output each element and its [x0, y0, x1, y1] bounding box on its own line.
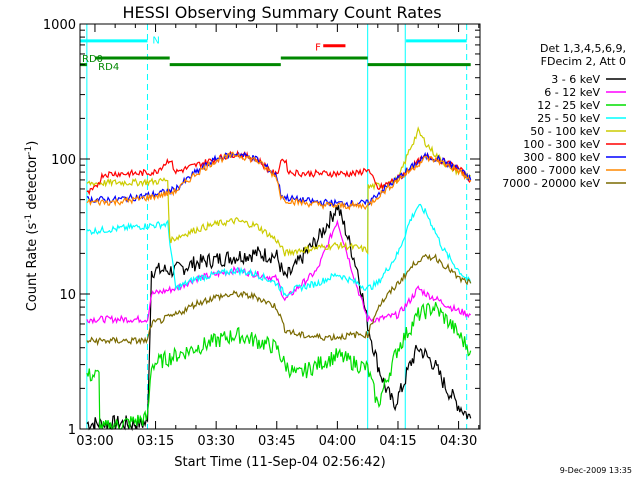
legend-label: 100 - 300 keV — [523, 138, 600, 151]
status-annotation: RD0 — [82, 54, 103, 65]
x-tick-label: 03:15 — [137, 434, 174, 449]
status-annotation: RD4 — [98, 62, 119, 73]
x-axis-label: Start Time (11-Sep-04 02:56:42) — [174, 455, 385, 470]
series-line — [86, 219, 472, 325]
series-line — [86, 302, 472, 430]
legend: Det 1,3,4,5,6,9, FDecim 2, Att 0 3 - 6 k… — [502, 42, 626, 190]
legend-label: 25 - 50 keV — [537, 112, 600, 125]
status-annotation: N — [152, 35, 159, 46]
x-tick-label: 03:00 — [76, 434, 113, 449]
legend-label: 12 - 25 keV — [537, 99, 600, 112]
series-line — [86, 205, 472, 432]
y-axis-label-part: detector — [25, 154, 40, 214]
x-tick-label: 04:15 — [379, 434, 416, 449]
plot-area — [80, 24, 480, 429]
y-axis-label-part: ) — [25, 141, 40, 146]
y-axis-label-part: Count Rate (s — [25, 223, 40, 312]
axes — [79, 23, 481, 430]
series-layer — [86, 126, 472, 432]
legend-label: 50 - 100 keV — [530, 125, 600, 138]
y-tick-label: 10 — [59, 288, 76, 303]
status-annotation: F — [315, 43, 321, 54]
y-axis-label-exponent: -1 — [24, 214, 34, 223]
series-line — [86, 253, 472, 347]
y-axis-ticks: 1 10 100 1000 — [43, 18, 480, 438]
y-tick-label: 100 — [51, 153, 76, 168]
legend-label: 7000 - 20000 keV — [502, 177, 600, 190]
legend-header-line: Det 1,3,4,5,6,9, — [540, 42, 626, 55]
y-axis-label: Count Rate (s-1 detector-1) — [24, 141, 40, 312]
y-axis-label-exponent: -1 — [24, 146, 34, 155]
y-tick-label: 1 — [68, 423, 76, 438]
legend-label: 3 - 6 keV — [551, 73, 600, 86]
series-line — [86, 126, 471, 257]
legend-label: 800 - 7000 keV — [516, 164, 600, 177]
series-line — [86, 203, 472, 297]
x-tick-label: 04:30 — [440, 434, 477, 449]
x-axis-ticks: 03:00 03:15 03:30 03:45 04:00 04:15 04:30 — [76, 24, 480, 449]
y-tick-label: 1000 — [43, 18, 76, 33]
legend-header-line: FDecim 2, Att 0 — [541, 55, 626, 68]
footer-date: 9-Dec-2009 13:35 — [560, 466, 632, 475]
chart-title: HESSI Observing Summary Count Rates — [122, 3, 441, 22]
x-tick-label: 03:30 — [197, 434, 234, 449]
series-line — [86, 151, 472, 211]
x-tick-label: 03:45 — [258, 434, 295, 449]
x-tick-label: 04:00 — [319, 434, 356, 449]
legend-label: 300 - 800 keV — [523, 151, 600, 164]
legend-label: 6 - 12 keV — [544, 86, 600, 99]
